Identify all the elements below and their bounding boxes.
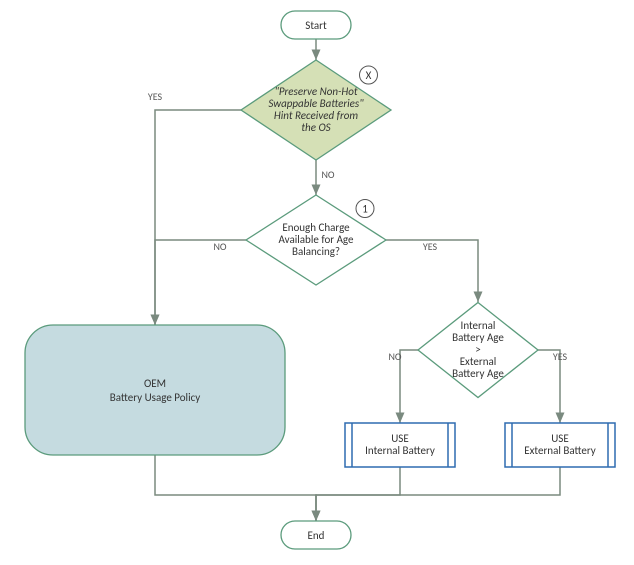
- svg-text:External Battery: External Battery: [524, 444, 595, 457]
- node-start: Start: [281, 11, 351, 39]
- edge-label: NO: [388, 350, 401, 363]
- edge: [155, 455, 316, 521]
- edge: [155, 110, 241, 325]
- edge-label: NO: [321, 168, 334, 181]
- edge: [316, 467, 560, 521]
- edge-label: YES: [423, 240, 438, 253]
- svg-text:End: End: [308, 529, 325, 542]
- svg-text:Balancing?: Balancing?: [292, 245, 340, 258]
- svg-text:the OS: the OS: [301, 121, 330, 134]
- svg-text:Start: Start: [305, 19, 327, 32]
- edge-label: YES: [148, 90, 163, 103]
- svg-text:Battery Usage Policy: Battery Usage Policy: [110, 391, 200, 404]
- node-oem: OEMBattery Usage Policy: [25, 325, 285, 455]
- badge-X: X: [366, 69, 372, 82]
- svg-text:Internal Battery: Internal Battery: [365, 444, 435, 457]
- node-end: End: [281, 521, 351, 549]
- edge: [155, 240, 246, 325]
- flowchart-canvas: YES NO NO YES NO YES Start "Preserve Non-HotSwa…: [0, 0, 634, 565]
- node-age: InternalBattery Age>ExternalBattery Age: [418, 303, 538, 398]
- svg-text:Battery Age: Battery Age: [452, 367, 504, 380]
- edge: [316, 467, 400, 521]
- node-useInt: USEInternal Battery: [345, 423, 455, 467]
- node-charge: Enough ChargeAvailable for AgeBalancing?…: [246, 195, 386, 285]
- node-hint: "Preserve Non-HotSwappable Batteries"Hin…: [241, 60, 391, 160]
- badge-1: 1: [362, 203, 368, 216]
- node-useExt: USEExternal Battery: [505, 423, 615, 467]
- svg-text:OEM: OEM: [144, 377, 166, 390]
- edge-label: NO: [213, 240, 226, 253]
- edge-label: YES: [553, 350, 568, 363]
- edge: [400, 350, 418, 423]
